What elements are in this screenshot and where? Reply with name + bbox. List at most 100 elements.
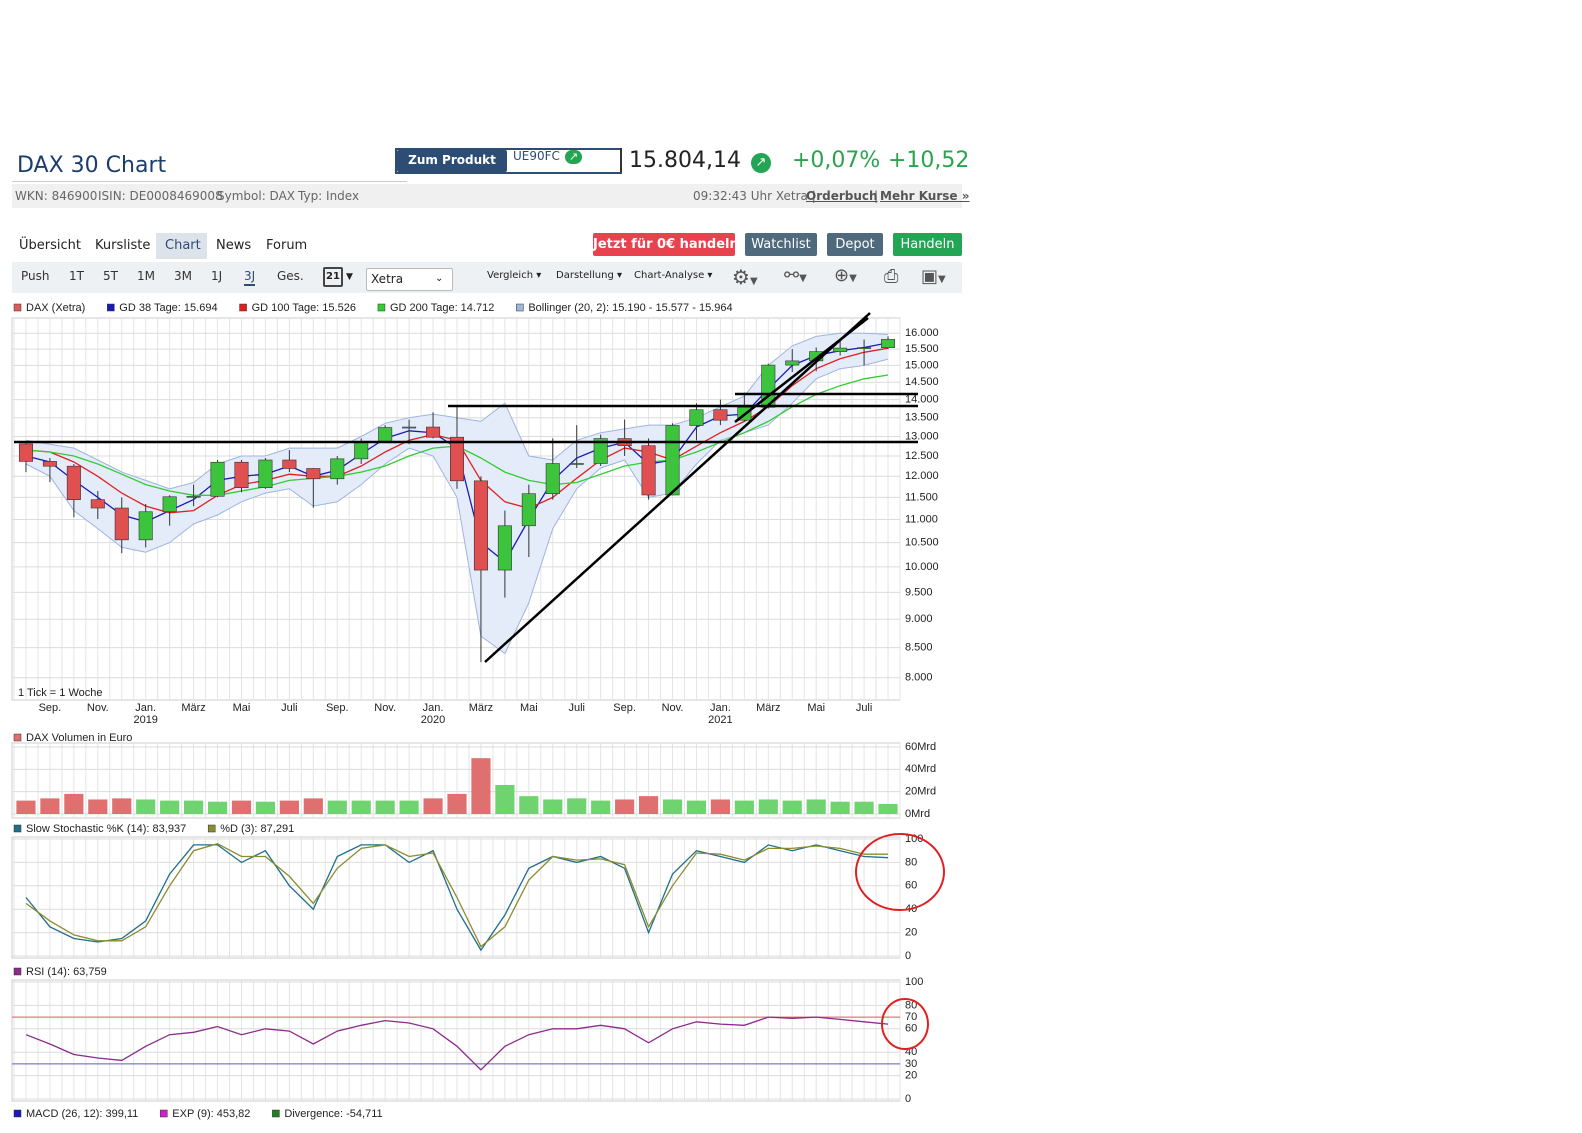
- legend-label: GD 200 Tage: 14.712: [390, 302, 494, 314]
- change-absolute: +10,52: [888, 148, 970, 173]
- legend-label: EXP (9): 453,82: [172, 1108, 250, 1120]
- period[interactable]: Ges.: [277, 269, 304, 283]
- legend-label: RSI (14): 63,759: [26, 966, 107, 978]
- period[interactable]: 1T: [69, 269, 84, 283]
- y-tick-label: 14.500: [905, 376, 939, 388]
- trend-icon: ↗: [751, 153, 771, 173]
- volume-bar: [854, 801, 874, 814]
- trade-free-button[interactable]: Jetzt für 0€ handeln: [593, 233, 739, 256]
- candle-body: [521, 493, 536, 527]
- save-icon[interactable]: ▣▼: [921, 266, 946, 287]
- volume-bar: [662, 799, 683, 814]
- x-tick-label: Juli: [568, 702, 585, 714]
- x-tick-label: Jan.: [135, 702, 156, 714]
- tab-active[interactable]: Chart: [165, 238, 201, 253]
- volume-bar: [423, 798, 443, 814]
- legend-swatch: [13, 967, 22, 976]
- period[interactable]: 5T: [103, 269, 118, 283]
- volume-bar: [112, 798, 132, 814]
- candle-body: [473, 480, 488, 571]
- menu-label: Darstellung: [556, 270, 614, 281]
- y-tick-label: 11.500: [905, 491, 938, 503]
- y-tick-label: 9.000: [905, 613, 933, 625]
- y-tick-label: 11.000: [905, 513, 938, 525]
- period[interactable]: Push: [21, 269, 50, 283]
- y-tick-label: 100: [905, 976, 923, 988]
- candle-body: [210, 461, 225, 497]
- bollinger-band: [26, 333, 888, 654]
- info-time: 09:32:43 Uhr Xetra |: [693, 189, 816, 203]
- indicator-line: [25, 1016, 889, 1071]
- legend-label: GD 38 Tage: 15.694: [119, 302, 217, 314]
- volume-bar: [184, 800, 204, 814]
- tab[interactable]: News: [216, 238, 252, 253]
- tab[interactable]: Forum: [266, 238, 308, 253]
- period[interactable]: 1M: [137, 269, 155, 283]
- x-tick-label: Sep.: [326, 702, 349, 714]
- external-link-icon[interactable]: ↗: [565, 150, 582, 164]
- volume-bar: [638, 796, 659, 814]
- x-tick-label: Mai: [520, 702, 538, 714]
- dropdown-arrow[interactable]: ▼: [346, 272, 353, 282]
- menu[interactable]: Darstellung ▾: [556, 270, 623, 281]
- x-tick-label: März: [756, 702, 780, 714]
- tab[interactable]: Kursliste: [95, 238, 151, 253]
- menu[interactable]: Vergleich ▾: [487, 270, 542, 281]
- trade-button[interactable]: Handeln: [893, 233, 962, 256]
- x-tick-label: Juli: [281, 702, 298, 714]
- y-tick-label: 60Mrd: [905, 741, 936, 753]
- drawn-trend-line: [734, 317, 869, 423]
- exchange-select[interactable]: Xetra ⌄: [366, 268, 453, 291]
- legend-swatch: [207, 824, 216, 833]
- depot-button[interactable]: Depot: [827, 233, 883, 256]
- menu[interactable]: Chart-Analyse ▾: [634, 270, 713, 281]
- volume-bar: [64, 793, 84, 814]
- chart-area: 8.000 8.500 9.000 9.500 10.000 10.500 11.000 11…: [11, 302, 945, 1120]
- candle-body: [545, 463, 560, 495]
- volume-bar: [734, 800, 754, 814]
- print-icon[interactable]: ⎙: [884, 266, 899, 287]
- y-tick-label: 20: [905, 927, 917, 939]
- candle-body: [138, 511, 153, 541]
- y-tick-label: 80: [905, 999, 917, 1011]
- volume-bar: [40, 798, 60, 814]
- candle-body: [402, 426, 417, 429]
- y-tick-label: 40Mrd: [905, 763, 936, 775]
- product-button[interactable]: Zum Produkt: [397, 150, 507, 172]
- y-tick-label: 20: [905, 1070, 917, 1082]
- candle-body: [378, 427, 393, 442]
- legend-swatch: [13, 824, 22, 833]
- y-tick-label: 20Mrd: [905, 786, 936, 798]
- legend-swatch: [13, 303, 22, 312]
- volume-bar: [351, 800, 371, 814]
- watchlist-button[interactable]: Watchlist: [745, 233, 817, 256]
- period-active[interactable]: 3J: [244, 268, 256, 286]
- product-code[interactable]: UE90FC: [513, 149, 560, 163]
- candle-body: [18, 443, 33, 462]
- highlight-circle: [881, 998, 929, 1050]
- candle-body: [665, 425, 680, 496]
- price: 15.804,14: [629, 148, 741, 173]
- x-tick-label: Juli: [856, 702, 873, 714]
- period[interactable]: 1J: [211, 269, 223, 283]
- zoom-icon[interactable]: ⊕▼: [834, 265, 857, 286]
- candle-body: [42, 461, 57, 467]
- candle-body: [641, 445, 656, 496]
- period[interactable]: 3M: [174, 269, 192, 283]
- y-tick-label: 60: [905, 880, 917, 892]
- candle-body: [569, 463, 584, 465]
- more-prices-link[interactable]: Mehr Kurse »: [880, 189, 970, 203]
- candle-body: [593, 438, 608, 464]
- x-tick-label: Sep.: [613, 702, 636, 714]
- tab[interactable]: Übersicht: [19, 238, 81, 253]
- legend-label: Bollinger (20, 2): 15.190 - 15.577 - 15.…: [528, 302, 732, 314]
- orderbook-link[interactable]: Orderbuch: [806, 189, 878, 203]
- x-tick-label: Jan.: [710, 702, 731, 714]
- legend-swatch: [107, 303, 115, 312]
- tools-icon[interactable]: ⚯▼: [784, 265, 807, 286]
- settings-icon[interactable]: ⚙▼: [732, 265, 758, 289]
- y-tick-label: 15.000: [905, 359, 939, 371]
- legend-swatch: [13, 1109, 22, 1118]
- candle-body: [162, 496, 177, 513]
- calendar-icon[interactable]: 21: [323, 267, 343, 287]
